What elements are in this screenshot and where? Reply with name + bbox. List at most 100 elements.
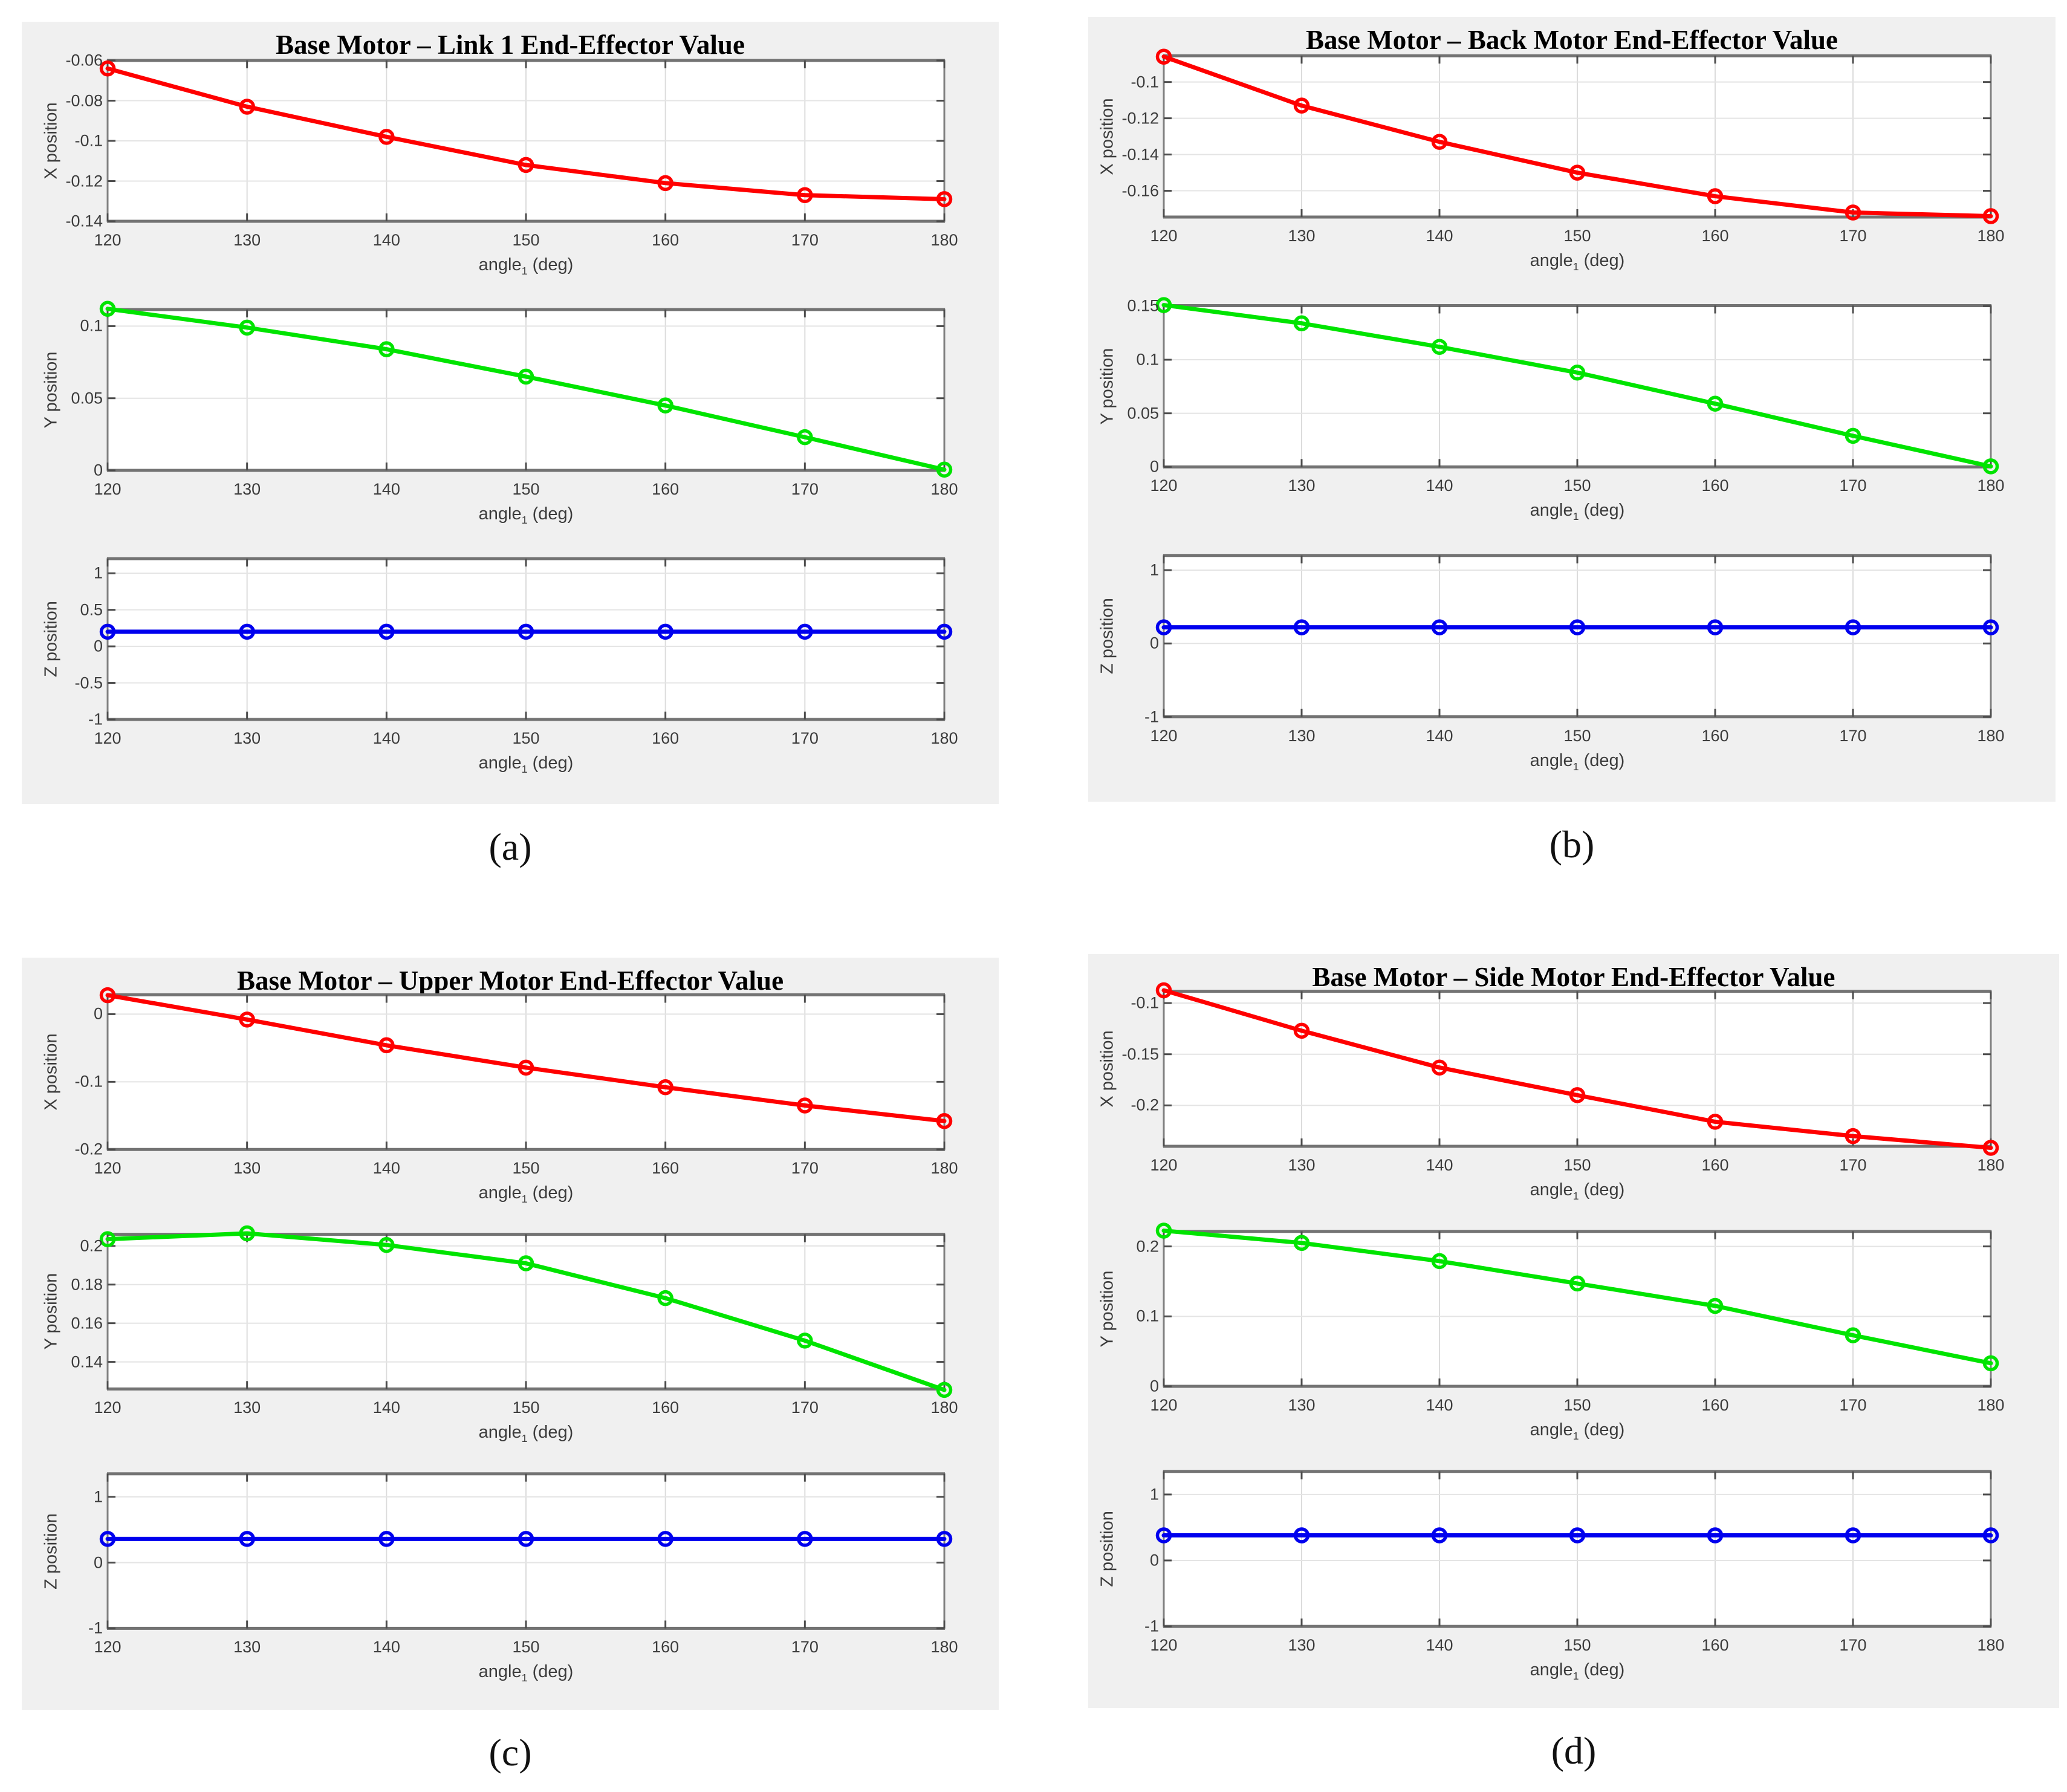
y-tick-label: -1 <box>88 1618 103 1637</box>
y-tick-label: 0 <box>93 1553 103 1572</box>
x-axis-label-subscript: 1 <box>521 1432 528 1445</box>
x-axis-label-base: angle <box>478 504 522 524</box>
x-tick-label: 140 <box>372 231 400 249</box>
x-tick-label: 170 <box>791 729 819 747</box>
x-tick-label: 140 <box>1426 476 1453 495</box>
data-point-marker <box>797 1097 813 1114</box>
y-axis-label: Y position <box>1097 1270 1117 1348</box>
y-tick-label: 0.05 <box>1127 404 1159 423</box>
x-tick-label: 130 <box>1288 227 1316 245</box>
x-tick-label: 180 <box>1977 1396 2005 1415</box>
data-point-marker <box>378 1037 395 1054</box>
x-tick-label: 130 <box>1288 1396 1316 1415</box>
data-point-marker <box>797 623 813 640</box>
x-tick-label: 160 <box>1701 1636 1729 1655</box>
x-tick-label: 120 <box>1150 1156 1178 1174</box>
x-tick-label: 130 <box>233 729 261 747</box>
x-tick-label: 150 <box>512 729 540 747</box>
x-tick-label: 140 <box>372 1638 400 1657</box>
x-axis-label: angle1 (deg) <box>479 255 574 278</box>
x-tick-label: 170 <box>1839 1636 1867 1655</box>
data-point-marker <box>797 1333 813 1349</box>
x-tick-label: 120 <box>1150 1636 1178 1655</box>
y-tick-label: -0.1 <box>1131 993 1159 1012</box>
x-axis-label-unit: (deg) <box>532 1423 574 1443</box>
x-axis-label-subscript: 1 <box>1572 260 1579 273</box>
data-point-marker <box>1569 1087 1586 1103</box>
y-tick-label: 1 <box>1149 560 1159 579</box>
data-point-marker <box>1982 1527 1999 1544</box>
data-point-marker <box>657 397 673 414</box>
data-point-marker <box>1569 164 1586 181</box>
x-axis-label-unit: (deg) <box>532 504 574 524</box>
data-point-marker <box>657 175 673 192</box>
y-axis-label: Z position <box>41 1513 61 1589</box>
data-point-marker <box>1845 427 1861 444</box>
x-tick-label: 150 <box>512 1638 540 1657</box>
y-tick-label: 0 <box>93 461 103 479</box>
series-line-y-position <box>1161 303 1993 469</box>
x-tick-label: 170 <box>791 1638 819 1657</box>
y-tick-label: 0 <box>93 637 103 655</box>
x-axis-label: angle1 (deg) <box>479 753 574 776</box>
y-tick-label: -0.12 <box>1121 109 1159 128</box>
data-point-marker <box>518 623 534 640</box>
data-point-marker <box>1431 1059 1448 1076</box>
y-tick-label: -1 <box>1144 707 1159 726</box>
x-tick-label: 130 <box>233 231 261 249</box>
data-point-marker <box>657 1290 673 1307</box>
data-point-marker <box>1845 204 1861 221</box>
data-point-marker <box>1569 1275 1586 1292</box>
x-axis-label: angle1 (deg) <box>479 1423 574 1445</box>
data-point-marker <box>378 1531 395 1547</box>
data-point-marker <box>99 60 116 77</box>
x-axis-label-subscript: 1 <box>1572 1429 1579 1442</box>
data-point-marker <box>1982 619 1999 635</box>
x-axis-label: angle1 (deg) <box>479 504 574 527</box>
data-point-marker <box>1845 1128 1861 1144</box>
x-tick-label: 170 <box>791 231 819 249</box>
y-tick-label: 0.16 <box>71 1314 103 1333</box>
series-line-x-position <box>1161 54 1993 219</box>
x-tick-label: 120 <box>94 1398 122 1417</box>
data-point-marker <box>378 1236 395 1253</box>
x-tick-label: 170 <box>1839 227 1867 245</box>
y-tick-label: -0.2 <box>74 1140 103 1158</box>
x-tick-label: 120 <box>1150 476 1178 495</box>
x-axis-label-unit: (deg) <box>532 1662 574 1682</box>
data-point-marker <box>518 157 534 174</box>
data-point-marker <box>1845 1327 1861 1343</box>
x-axis-label: angle1 (deg) <box>479 1183 574 1206</box>
x-tick-label: 170 <box>791 480 819 498</box>
data-point-marker <box>936 623 953 640</box>
data-point-marker <box>239 1011 255 1028</box>
x-tick-label: 130 <box>233 480 261 498</box>
data-point-marker <box>239 1225 255 1242</box>
data-point-marker <box>99 1231 116 1247</box>
y-tick-label: -0.14 <box>1121 145 1159 164</box>
x-tick-label: 140 <box>1426 726 1453 745</box>
data-point-marker <box>1982 458 1999 475</box>
x-tick-label: 160 <box>652 1398 680 1417</box>
x-tick-label: 180 <box>930 729 958 747</box>
x-tick-label: 180 <box>930 231 958 249</box>
x-tick-label: 150 <box>512 1398 540 1417</box>
data-point-marker <box>1707 1114 1724 1130</box>
data-point-marker <box>1707 1297 1724 1314</box>
data-point-marker <box>1845 1527 1861 1544</box>
y-axis-label: Z position <box>1097 1511 1117 1587</box>
data-point-marker <box>518 1531 534 1547</box>
x-axis-label-subscript: 1 <box>521 264 528 277</box>
x-tick-label: 130 <box>1288 476 1316 495</box>
data-point-marker <box>1982 208 1999 224</box>
x-tick-label: 140 <box>372 1159 400 1178</box>
data-point-marker <box>518 1059 534 1076</box>
x-axis-label-subscript: 1 <box>1572 1669 1579 1682</box>
data-point-marker <box>1293 619 1310 635</box>
figure-title-c: Base Motor – Upper Motor End-Effector Va… <box>236 966 784 996</box>
x-axis-label-base: angle <box>1530 1180 1573 1200</box>
data-point-marker <box>99 987 116 1004</box>
x-tick-label: 120 <box>94 480 122 498</box>
data-point-marker <box>1845 619 1861 635</box>
x-axis-label-base: angle <box>1530 1420 1573 1440</box>
